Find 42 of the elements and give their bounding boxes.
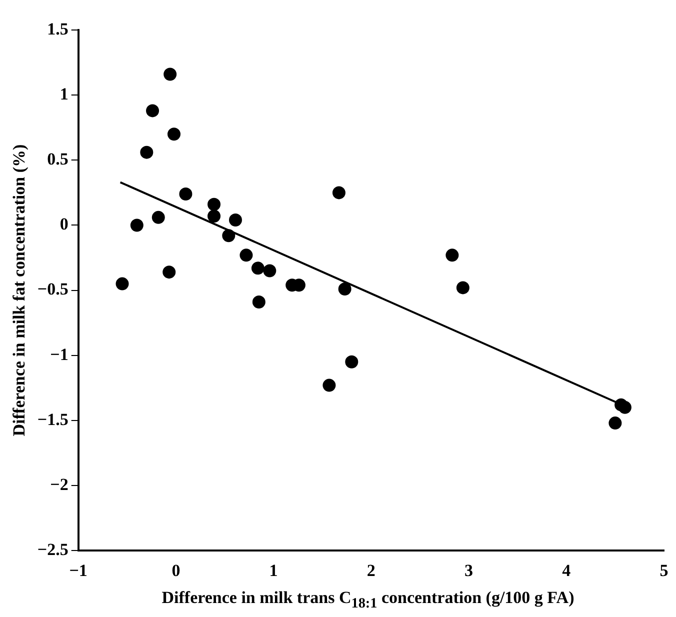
point bbox=[146, 104, 160, 118]
x-tick-label: 2 bbox=[366, 561, 376, 580]
point bbox=[130, 218, 144, 232]
x-axis-title: Difference in milk trans C$_{18:1}$ concentration (g/100 g FA) bbox=[160, 588, 576, 612]
point bbox=[222, 229, 236, 242]
point bbox=[332, 186, 346, 200]
point bbox=[179, 187, 192, 200]
x-tick-label: 4 bbox=[562, 561, 572, 580]
x-tick-label: 0 bbox=[172, 561, 180, 580]
point bbox=[152, 210, 165, 224]
point bbox=[228, 214, 242, 227]
point bbox=[167, 128, 180, 141]
y-tick-label: −1.5 bbox=[37, 410, 68, 429]
point bbox=[446, 248, 459, 262]
point bbox=[338, 282, 352, 296]
point bbox=[322, 378, 336, 392]
y-tick-label: 0.5 bbox=[47, 150, 68, 169]
x-tick-label: 3 bbox=[464, 561, 474, 580]
point bbox=[456, 281, 470, 294]
y-tick-label: −2.5 bbox=[37, 540, 68, 559]
point bbox=[240, 248, 253, 262]
y-tick-label: −1 bbox=[50, 344, 68, 364]
y-tick-label: −2 bbox=[50, 474, 68, 494]
point bbox=[251, 262, 264, 275]
point bbox=[140, 146, 154, 159]
point bbox=[618, 400, 632, 414]
y-tick-label: 0 bbox=[60, 214, 68, 234]
y-tick-label: 1 bbox=[60, 84, 68, 104]
point bbox=[208, 198, 221, 211]
point bbox=[208, 210, 221, 223]
x-tick-label: 1 bbox=[269, 561, 278, 580]
y-tick-label: 1.5 bbox=[47, 19, 68, 38]
point bbox=[345, 355, 358, 368]
point bbox=[252, 296, 266, 309]
y-tick-label: −0.5 bbox=[37, 280, 68, 299]
point bbox=[164, 68, 177, 81]
point bbox=[263, 264, 276, 278]
point bbox=[116, 277, 129, 290]
x-tick-label: 5 bbox=[660, 561, 668, 580]
point bbox=[608, 416, 622, 430]
point bbox=[162, 266, 176, 279]
y-axis-title: Difference in milk fat concentration (%) bbox=[10, 144, 29, 436]
